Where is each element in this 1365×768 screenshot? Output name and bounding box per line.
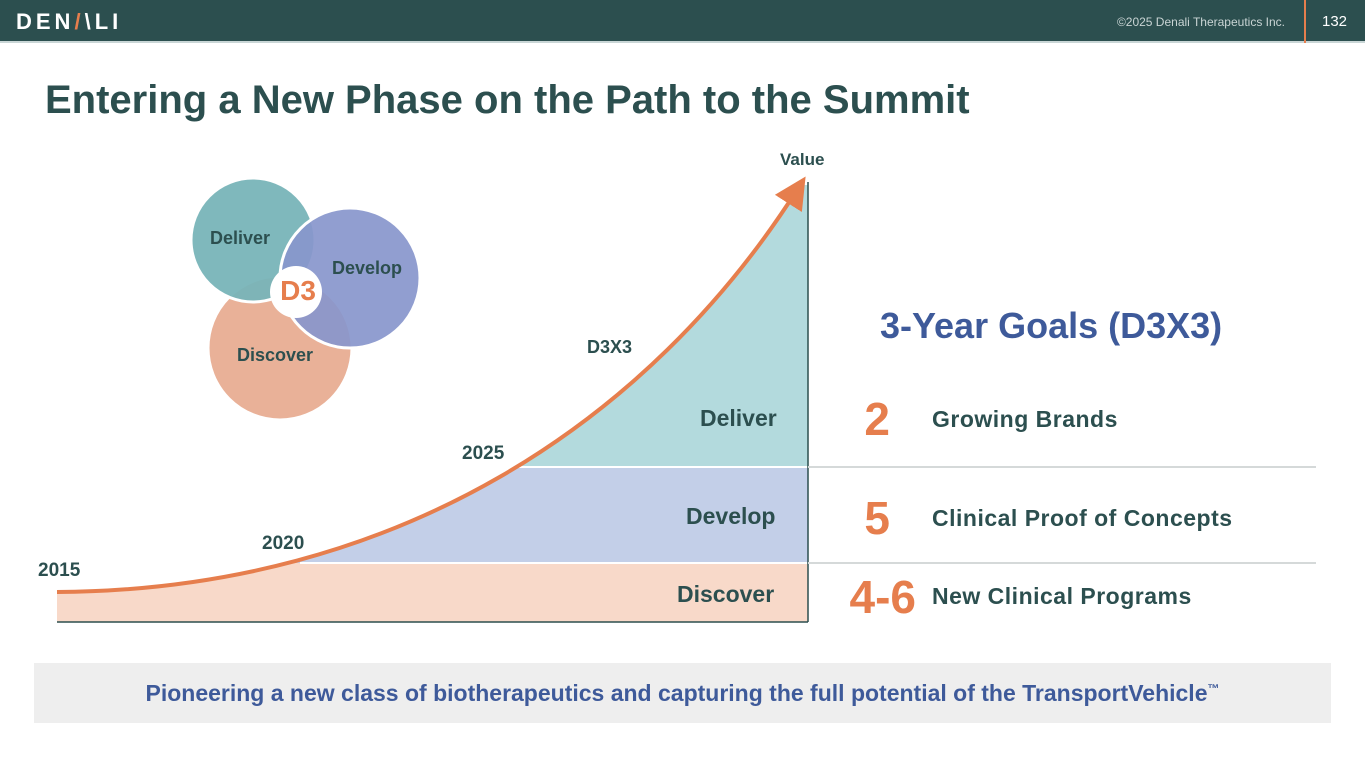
- tagline-banner: Pioneering a new class of biotherapeutic…: [34, 663, 1331, 723]
- denali-logo: DEN/\LI: [16, 9, 123, 34]
- header-bar: DEN/\LI ©2025 Denali Therapeutics Inc. 1…: [0, 0, 1365, 43]
- goal-label: New Clinical Programs: [932, 583, 1192, 609]
- y-axis-label: Value: [780, 150, 825, 169]
- band-label-deliver: Deliver: [700, 405, 777, 431]
- year-2015: 2015: [38, 560, 81, 581]
- curve-label: D3X3: [587, 337, 633, 357]
- band-label-develop: Develop: [686, 503, 776, 529]
- d3-venn: D3 Deliver Develop Discover: [189, 176, 422, 422]
- goal-label: Clinical Proof of Concepts: [932, 505, 1233, 531]
- trademark: ™: [1207, 681, 1220, 696]
- band-label-discover: Discover: [677, 581, 775, 607]
- copyright: ©2025 Denali Therapeutics Inc.: [1116, 15, 1285, 29]
- page-number: 132: [1322, 13, 1348, 30]
- goal-number: 5: [864, 492, 890, 544]
- venn-center-label: D3: [280, 275, 316, 306]
- goals-title: 3-Year Goals (D3X3): [880, 305, 1223, 346]
- venn-discover-label: Discover: [237, 345, 313, 365]
- year-2025: 2025: [462, 443, 505, 464]
- goal-divider: [808, 466, 1316, 468]
- goal-divider: [808, 562, 1316, 564]
- goal-number: 2: [864, 393, 890, 445]
- year-2020: 2020: [262, 533, 305, 554]
- growth-curve: [56, 176, 806, 594]
- divider: [1304, 0, 1306, 43]
- goal-label: Growing Brands: [932, 406, 1118, 432]
- venn-deliver-label: Deliver: [210, 228, 270, 248]
- venn-develop-label: Develop: [332, 258, 402, 278]
- goal-number: 4-6: [849, 571, 916, 623]
- tagline-text: Pioneering a new class of biotherapeutic…: [145, 680, 1208, 706]
- page-title: Entering a New Phase on the Path to the …: [45, 78, 970, 122]
